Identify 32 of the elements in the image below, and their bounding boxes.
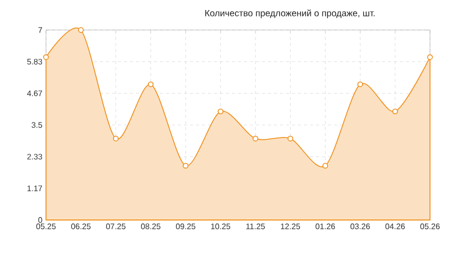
chart-title: Количество предложений о продаже, шт. bbox=[205, 10, 375, 18]
y-tick-label: 2.33 bbox=[27, 154, 42, 160]
y-tick-label: 1.17 bbox=[28, 186, 42, 192]
x-tick-label: 10.25 bbox=[211, 224, 230, 230]
y-tick-label: 7 bbox=[38, 27, 42, 33]
point bbox=[43, 54, 49, 60]
x-tick-label: 09.25 bbox=[176, 224, 196, 230]
point bbox=[112, 136, 119, 142]
y-tick-label: 4.67 bbox=[27, 90, 42, 96]
x-tick-label: 08.25 bbox=[141, 224, 160, 230]
x-tick-label: 01.26 bbox=[316, 224, 335, 230]
point bbox=[322, 162, 328, 169]
x-tick-label: 03.26 bbox=[350, 224, 370, 230]
x-tick-label: 06.25 bbox=[71, 224, 91, 230]
point bbox=[288, 136, 294, 142]
point bbox=[357, 81, 364, 88]
point bbox=[148, 81, 154, 88]
point bbox=[182, 162, 188, 169]
point bbox=[252, 136, 258, 142]
point bbox=[78, 27, 84, 33]
x-tick-label: 07.25 bbox=[106, 224, 126, 230]
point bbox=[392, 108, 398, 114]
x-tick-label: 05.26 bbox=[420, 224, 440, 230]
x-tick-label: 11.25 bbox=[246, 224, 265, 230]
point bbox=[218, 108, 224, 114]
y-tick-label: 5.83 bbox=[27, 58, 42, 64]
x-tick-label: 04.26 bbox=[385, 224, 405, 230]
y-tick-label: 3.5 bbox=[32, 122, 42, 128]
y-tick-label: 0 bbox=[38, 217, 42, 223]
x-tick-label: 05.25 bbox=[36, 224, 56, 230]
x-tick-label: 12.25 bbox=[280, 224, 300, 230]
point bbox=[427, 54, 433, 60]
